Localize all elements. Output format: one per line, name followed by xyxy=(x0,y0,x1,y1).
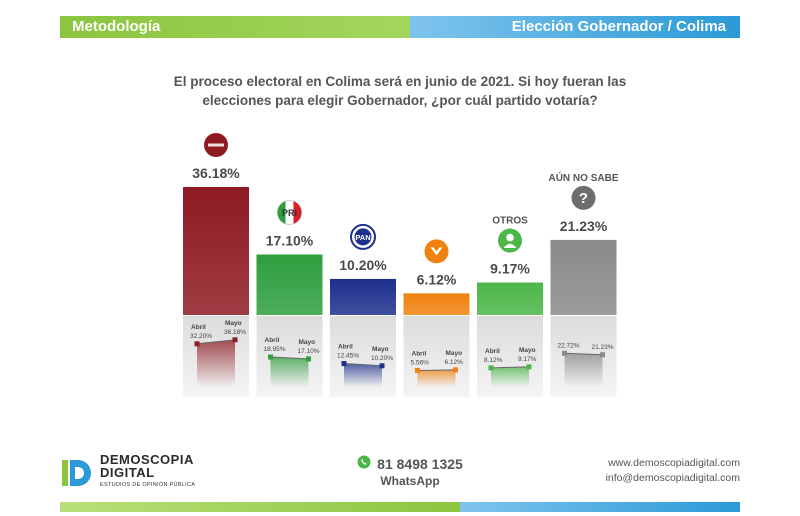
bar-1 xyxy=(256,254,323,315)
trend-point-mayo-5 xyxy=(600,352,605,358)
bar-5 xyxy=(550,239,617,315)
trend-point-abril-0 xyxy=(194,341,200,347)
trend-abril-label-4: Abril xyxy=(485,348,500,355)
phone-number: 81 8498 1325 xyxy=(377,455,463,472)
trend-line-2 xyxy=(343,363,383,367)
trend-abril-value-3: 5.56% xyxy=(411,359,430,366)
whatsapp-contact: 81 8498 1325 WhatsApp xyxy=(350,455,470,488)
web-contact: www.demoscopiadigital.com info@demoscopi… xyxy=(606,456,740,486)
trend-mayo-label-0: Mayo xyxy=(225,320,242,327)
trend-point-abril-5 xyxy=(562,350,567,356)
trend-line-4 xyxy=(490,366,530,369)
value-label-5: 21.23% xyxy=(560,218,608,234)
category-label-4: OTROS xyxy=(492,216,528,227)
trend-point-abril-1 xyxy=(268,354,273,360)
trend-mayo-value-3: 6.12% xyxy=(445,359,464,366)
trend-mayo-label-1: Mayo xyxy=(299,339,316,346)
user-icon xyxy=(498,228,522,253)
trend-mayo-value-4: 9.17% xyxy=(518,356,537,363)
trend-abril-label-0: Abril xyxy=(191,324,206,331)
whatsapp-icon xyxy=(357,455,371,472)
trend-mayo-value-5: 21.23% xyxy=(592,344,614,351)
footer-bar xyxy=(60,502,740,512)
category-label-5: AÚN NO SABE xyxy=(548,171,618,184)
demoscopia-logo-icon xyxy=(60,456,94,490)
trend-mayo-value-1: 17.10% xyxy=(298,348,320,355)
bar-0 xyxy=(183,187,249,315)
header-bar: Metodología Elección Gobernador / Colima xyxy=(60,16,740,38)
trend-point-abril-3 xyxy=(415,367,420,373)
trend-mayo-value-0: 36.18% xyxy=(224,329,246,336)
svg-text:PAN: PAN xyxy=(355,233,370,242)
trend-area-0 xyxy=(197,339,235,387)
trend-point-abril-4 xyxy=(488,365,494,371)
trend-area-2 xyxy=(344,363,382,387)
trend-line-5 xyxy=(564,352,603,356)
whatsapp-label: WhatsApp xyxy=(380,474,440,488)
trend-abril-value-4: 8.12% xyxy=(484,357,503,364)
trend-abril-value-5: 22.72% xyxy=(558,342,580,349)
trend-area-5 xyxy=(564,353,603,387)
trend-area-4 xyxy=(491,366,529,387)
trend-area-3 xyxy=(417,369,456,387)
trend-point-mayo-2 xyxy=(379,363,385,369)
trend-mayo-value-2: 10.20% xyxy=(371,355,393,362)
survey-question: El proceso electoral en Colima será en j… xyxy=(173,74,627,108)
website-link[interactable]: www.demoscopiadigital.com xyxy=(608,457,740,469)
trend-abril-value-2: 12.45% xyxy=(337,353,359,360)
trend-abril-label-1: Abril xyxy=(265,337,280,344)
trend-point-mayo-3 xyxy=(453,367,458,373)
morena-logo-icon xyxy=(204,133,228,157)
trend-abril-value-1: 18.95% xyxy=(264,346,286,353)
company-logo: DEMOSCOPIA DIGITAL ESTUDIOS DE OPINIÓN P… xyxy=(60,453,195,492)
mc-logo-icon xyxy=(424,239,449,264)
trend-line-1 xyxy=(270,356,309,360)
value-label-0: 36.18% xyxy=(192,165,240,181)
trend-point-mayo-1 xyxy=(306,356,311,362)
trend-point-mayo-0 xyxy=(232,337,238,343)
bar-4 xyxy=(477,282,543,315)
trend-mayo-label-3: Mayo xyxy=(446,350,463,357)
methodology-label: Metodología xyxy=(60,16,410,38)
svg-text:PRI: PRI xyxy=(282,208,297,218)
trend-area-1 xyxy=(270,357,309,387)
question-icon: ? xyxy=(571,185,596,210)
bar-2 xyxy=(330,278,396,315)
trend-line-0 xyxy=(196,339,236,345)
pan-logo-icon: PAN xyxy=(350,223,376,250)
election-title: Elección Gobernador / Colima xyxy=(410,16,740,38)
trend-abril-label-2: Abril xyxy=(338,344,353,351)
email-link[interactable]: info@demoscopiadigital.com xyxy=(605,472,740,484)
value-label-2: 10.20% xyxy=(339,257,387,273)
svg-text:?: ? xyxy=(579,190,588,207)
trend-abril-label-3: Abril xyxy=(412,350,427,357)
pri-logo-icon: PRI xyxy=(277,200,302,226)
trend-line-3 xyxy=(417,369,456,371)
trend-mayo-label-4: Mayo xyxy=(519,347,536,354)
trend-point-mayo-4 xyxy=(526,364,532,370)
bar-3 xyxy=(403,293,470,315)
trend-mayo-label-2: Mayo xyxy=(372,346,389,353)
trend-abril-value-0: 32.20% xyxy=(190,333,212,340)
trend-point-abril-2 xyxy=(341,361,347,367)
value-label-4: 9.17% xyxy=(490,261,530,277)
value-label-1: 17.10% xyxy=(266,233,314,249)
value-label-3: 6.12% xyxy=(417,271,457,287)
logo-line1: DEMOSCOPIA xyxy=(100,452,194,467)
logo-line2: DIGITAL xyxy=(100,465,155,480)
logo-subtitle: ESTUDIOS DE OPINIÓN PÚBLICA xyxy=(100,482,196,488)
